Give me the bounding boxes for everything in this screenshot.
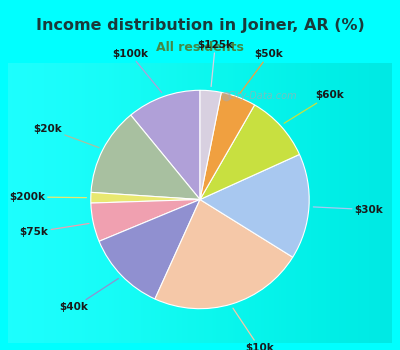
Wedge shape	[91, 115, 200, 200]
Text: $60k: $60k	[284, 90, 344, 123]
Wedge shape	[99, 199, 200, 299]
Wedge shape	[200, 154, 309, 257]
Wedge shape	[200, 92, 254, 200]
Text: City-Data.com: City-Data.com	[228, 91, 298, 101]
Text: $75k: $75k	[20, 224, 89, 237]
Text: $200k: $200k	[9, 192, 86, 202]
Text: Income distribution in Joiner, AR (%): Income distribution in Joiner, AR (%)	[36, 18, 364, 33]
Wedge shape	[91, 199, 200, 241]
Text: $40k: $40k	[60, 279, 118, 312]
Wedge shape	[200, 90, 221, 199]
Text: $20k: $20k	[33, 124, 99, 148]
Text: $50k: $50k	[240, 49, 283, 93]
Text: $30k: $30k	[313, 205, 384, 215]
Wedge shape	[200, 105, 300, 200]
Text: $100k: $100k	[112, 49, 162, 92]
Wedge shape	[91, 193, 200, 203]
Text: All residents: All residents	[156, 41, 244, 54]
Text: $10k: $10k	[233, 308, 274, 350]
Wedge shape	[131, 90, 200, 199]
Wedge shape	[155, 199, 293, 309]
Text: $125k: $125k	[197, 40, 233, 86]
